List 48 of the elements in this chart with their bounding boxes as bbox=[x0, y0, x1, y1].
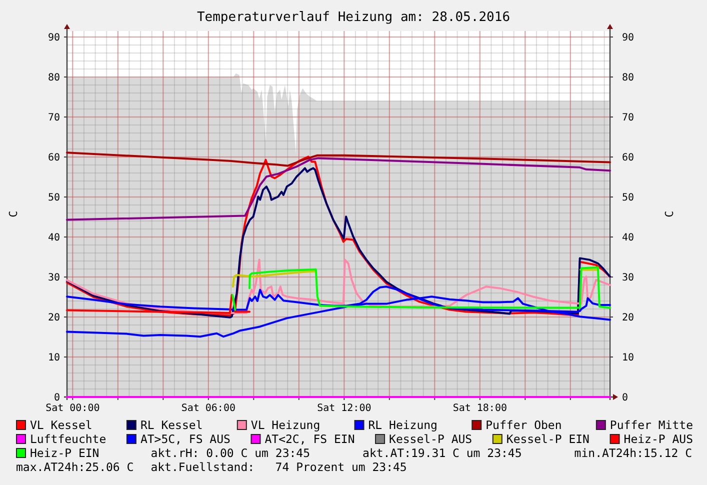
legend-label: Kessel-P AUS bbox=[389, 432, 472, 446]
x-tick-label: Sat 18:00 bbox=[452, 403, 507, 414]
chart-title: Temperaturverlauf Heizung am: 28.05.2016 bbox=[196, 10, 510, 25]
y-tick-label: 60 bbox=[48, 152, 60, 164]
text: min.AT24h:15.12 C bbox=[574, 446, 692, 460]
y-tick-label: 50 bbox=[48, 192, 60, 204]
y2-tick-label: 90 bbox=[622, 32, 634, 44]
y-tick-label: 90 bbox=[48, 32, 60, 44]
y2-tick-label: 60 bbox=[622, 152, 634, 164]
y2-tick-label: 50 bbox=[622, 192, 634, 204]
y2-tick-label: 30 bbox=[622, 272, 634, 284]
y2-tick-label: 10 bbox=[622, 352, 634, 364]
x-tick-label: Sat 12:00 bbox=[317, 403, 372, 414]
text: max.AT24h:25.06 C bbox=[16, 460, 134, 474]
text: akt.AT:19.31 C um 23:45 bbox=[362, 446, 522, 460]
line-series bbox=[66, 157, 611, 221]
y2-tick-label: 40 bbox=[622, 232, 634, 244]
y-tick-label: 70 bbox=[48, 112, 60, 124]
y2-tick-label: 0 bbox=[622, 392, 628, 404]
y2-tick-label: 80 bbox=[622, 72, 634, 84]
legend-label: AT<2C, FS EIN bbox=[264, 432, 355, 446]
text: akt.rH: 0.00 C um 23:45 bbox=[150, 446, 310, 460]
y-tick-label: 40 bbox=[48, 232, 60, 244]
y-axis-title: C bbox=[7, 210, 20, 218]
y2-tick-label: 20 bbox=[622, 312, 634, 324]
legend-label: Heiz-P AUS bbox=[624, 432, 694, 446]
legend-label: Puffer Mitte bbox=[610, 418, 694, 432]
legend-label: RL Kessel bbox=[140, 418, 203, 432]
y-tick-label: 20 bbox=[48, 312, 60, 324]
legend-label: AT>5C, FS AUS bbox=[140, 432, 231, 446]
legend-label: Puffer Oben bbox=[486, 418, 562, 432]
y-tick-label: 0 bbox=[54, 392, 60, 404]
text: akt.Fuellstand: 74 Prozent um 23:45 bbox=[150, 460, 407, 474]
x-tick-label: Sat 06:00 bbox=[181, 403, 236, 414]
legend-label: RL Heizung bbox=[368, 418, 438, 432]
line-series bbox=[66, 152, 611, 167]
legend-label: VL Kessel bbox=[30, 418, 92, 432]
legend-label: Heiz-P EIN bbox=[30, 446, 100, 460]
x-tick-label: Sat 00:00 bbox=[46, 403, 100, 414]
legend-label: Luftfeuchte bbox=[30, 432, 106, 446]
y-tick-label: 30 bbox=[48, 272, 60, 284]
y2-tick-label: 70 bbox=[622, 112, 634, 124]
legend-label: Kessel-P EIN bbox=[506, 432, 590, 446]
legend-label: VL Heizung bbox=[250, 418, 320, 432]
y-tick-label: 80 bbox=[48, 72, 60, 84]
y-tick-label: 10 bbox=[48, 352, 60, 364]
y2-axis-title: C bbox=[663, 210, 676, 218]
line-series bbox=[66, 258, 611, 314]
